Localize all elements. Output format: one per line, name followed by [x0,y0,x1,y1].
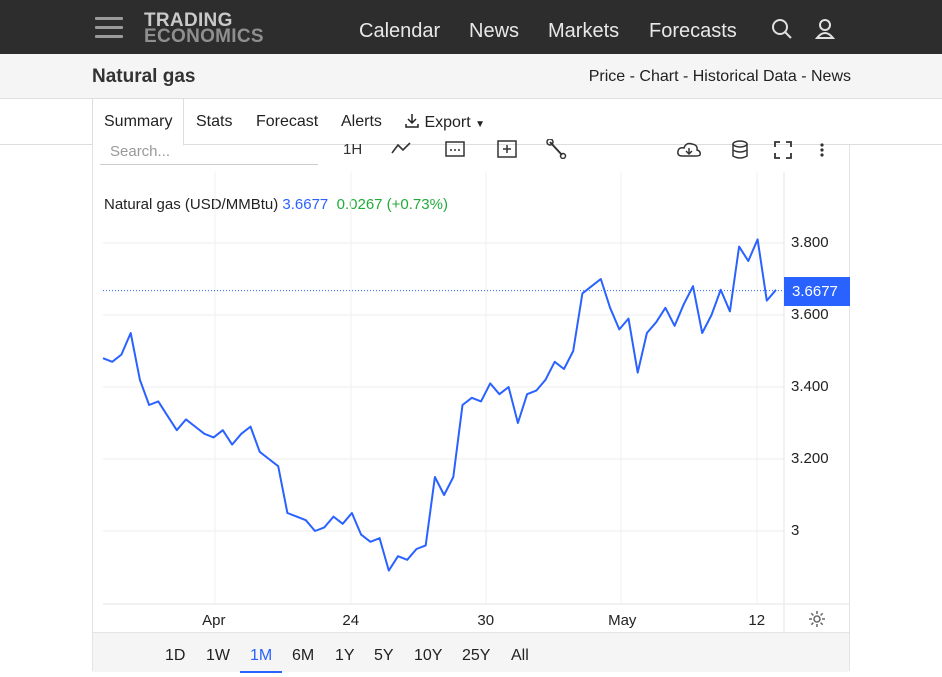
legend-price: 3.6677 [282,196,329,213]
cloud-download-icon[interactable] [676,141,702,159]
breadcrumb-links[interactable]: Price - Chart - Historical Data - News [588,68,851,85]
range-button-all[interactable]: All [511,647,529,664]
page-title: Natural gas [92,66,196,87]
x-tick-label: 12 [748,612,766,629]
chart-grid [103,172,850,632]
y-tick-label: 3.400 [791,378,829,395]
add-indicator-icon[interactable] [496,139,518,159]
interval-selector[interactable]: 1H [343,141,363,158]
line-type-icon[interactable] [390,140,412,156]
legend-change: 0.0267 (+0.73%) [336,196,448,213]
price-series-line [102,238,777,572]
nav-markets[interactable]: Markets [548,20,620,42]
x-tick-label: 30 [477,612,495,629]
tab-alerts[interactable]: Alerts [341,113,382,130]
top-nav-bar: TRADING ECONOMICS Calendar News Markets … [0,0,942,54]
more-options-icon[interactable] [818,141,826,159]
y-tick-label: 3.200 [791,450,829,467]
search-icon[interactable] [771,18,793,40]
range-selector-bar [93,632,849,672]
logo-line-1: TRADING [144,10,233,31]
logo-line-2: ECONOMICS [144,26,264,47]
nav-forecasts[interactable]: Forecasts [649,20,737,42]
calendar-icon[interactable] [444,140,466,158]
database-icon[interactable] [731,140,749,160]
range-button-1w[interactable]: 1W [206,647,230,664]
y-tick-label: 3.800 [791,234,829,251]
export-label: Export [424,114,471,131]
x-tick-label: May [608,612,637,629]
range-button-10y[interactable]: 10Y [414,647,443,664]
title-bar: Natural gas Price - Chart - Historical D… [0,54,942,99]
y-tick-label: 3.600 [791,306,829,323]
chart-legend: Natural gas (USD/MMBtu) 3.6677 0.0267 (+… [104,196,448,213]
range-button-1y[interactable]: 1Y [335,647,355,664]
download-icon [405,114,419,128]
tabs-row: Summary Stats Forecast Alerts Export ▼ [0,98,942,146]
caret-down-icon: ▼ [475,119,486,130]
range-button-5y[interactable]: 5Y [374,647,394,664]
tab-forecast[interactable]: Forecast [256,113,319,130]
range-button-25y[interactable]: 25Y [462,647,491,664]
hamburger-menu-icon[interactable] [95,17,123,39]
x-tick-label: Apr [202,612,226,629]
user-icon[interactable] [815,18,835,40]
range-button-6m[interactable]: 6M [292,647,315,664]
price-line-group [102,238,777,572]
wrench-icon[interactable] [546,139,568,159]
x-tick-label: 24 [342,612,360,629]
tab-stats[interactable]: Stats [196,113,233,130]
range-button-1d[interactable]: 1D [165,647,186,664]
fullscreen-icon[interactable] [773,140,793,160]
chart-settings-gear-icon[interactable] [807,609,827,629]
nav-calendar[interactable]: Calendar [359,20,441,42]
y-tick-label: 3 [791,522,800,539]
search-input[interactable]: Search... [100,143,318,165]
tab-summary[interactable]: Summary [92,98,185,146]
nav-news[interactable]: News [469,20,520,42]
legend-series-name: Natural gas (USD/MMBtu) [104,196,279,213]
tab-export[interactable]: Export ▼ [404,113,485,132]
range-button-1m[interactable]: 1M [240,647,283,673]
trading-economics-logo[interactable]: TRADING ECONOMICS [144,10,264,47]
current-price-tag: 3.6677 [784,276,850,306]
